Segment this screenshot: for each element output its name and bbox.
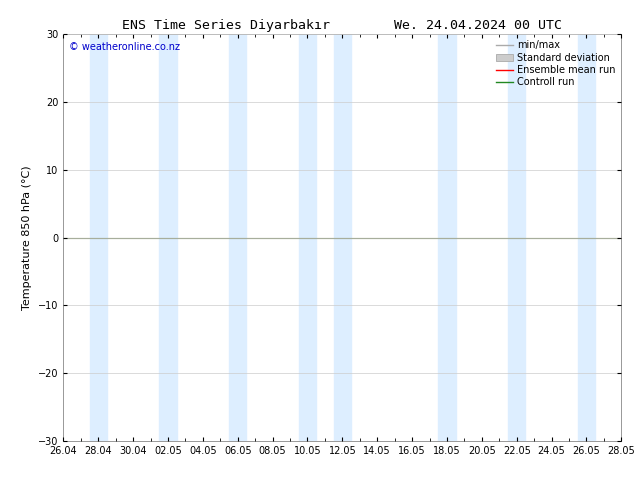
Bar: [578, 34, 595, 441]
Text: © weatheronline.co.nz: © weatheronline.co.nz: [69, 43, 180, 52]
Bar: [438, 34, 456, 441]
Bar: [333, 34, 351, 441]
Y-axis label: Temperature 850 hPa (°C): Temperature 850 hPa (°C): [22, 165, 32, 310]
Bar: [159, 34, 177, 441]
Bar: [299, 34, 316, 441]
Bar: [229, 34, 247, 441]
Bar: [508, 34, 526, 441]
Title: ENS Time Series Diyarbakır        We. 24.04.2024 00 UTC: ENS Time Series Diyarbakır We. 24.04.202…: [122, 19, 562, 32]
Legend: min/max, Standard deviation, Ensemble mean run, Controll run: min/max, Standard deviation, Ensemble me…: [492, 36, 619, 91]
Bar: [89, 34, 107, 441]
